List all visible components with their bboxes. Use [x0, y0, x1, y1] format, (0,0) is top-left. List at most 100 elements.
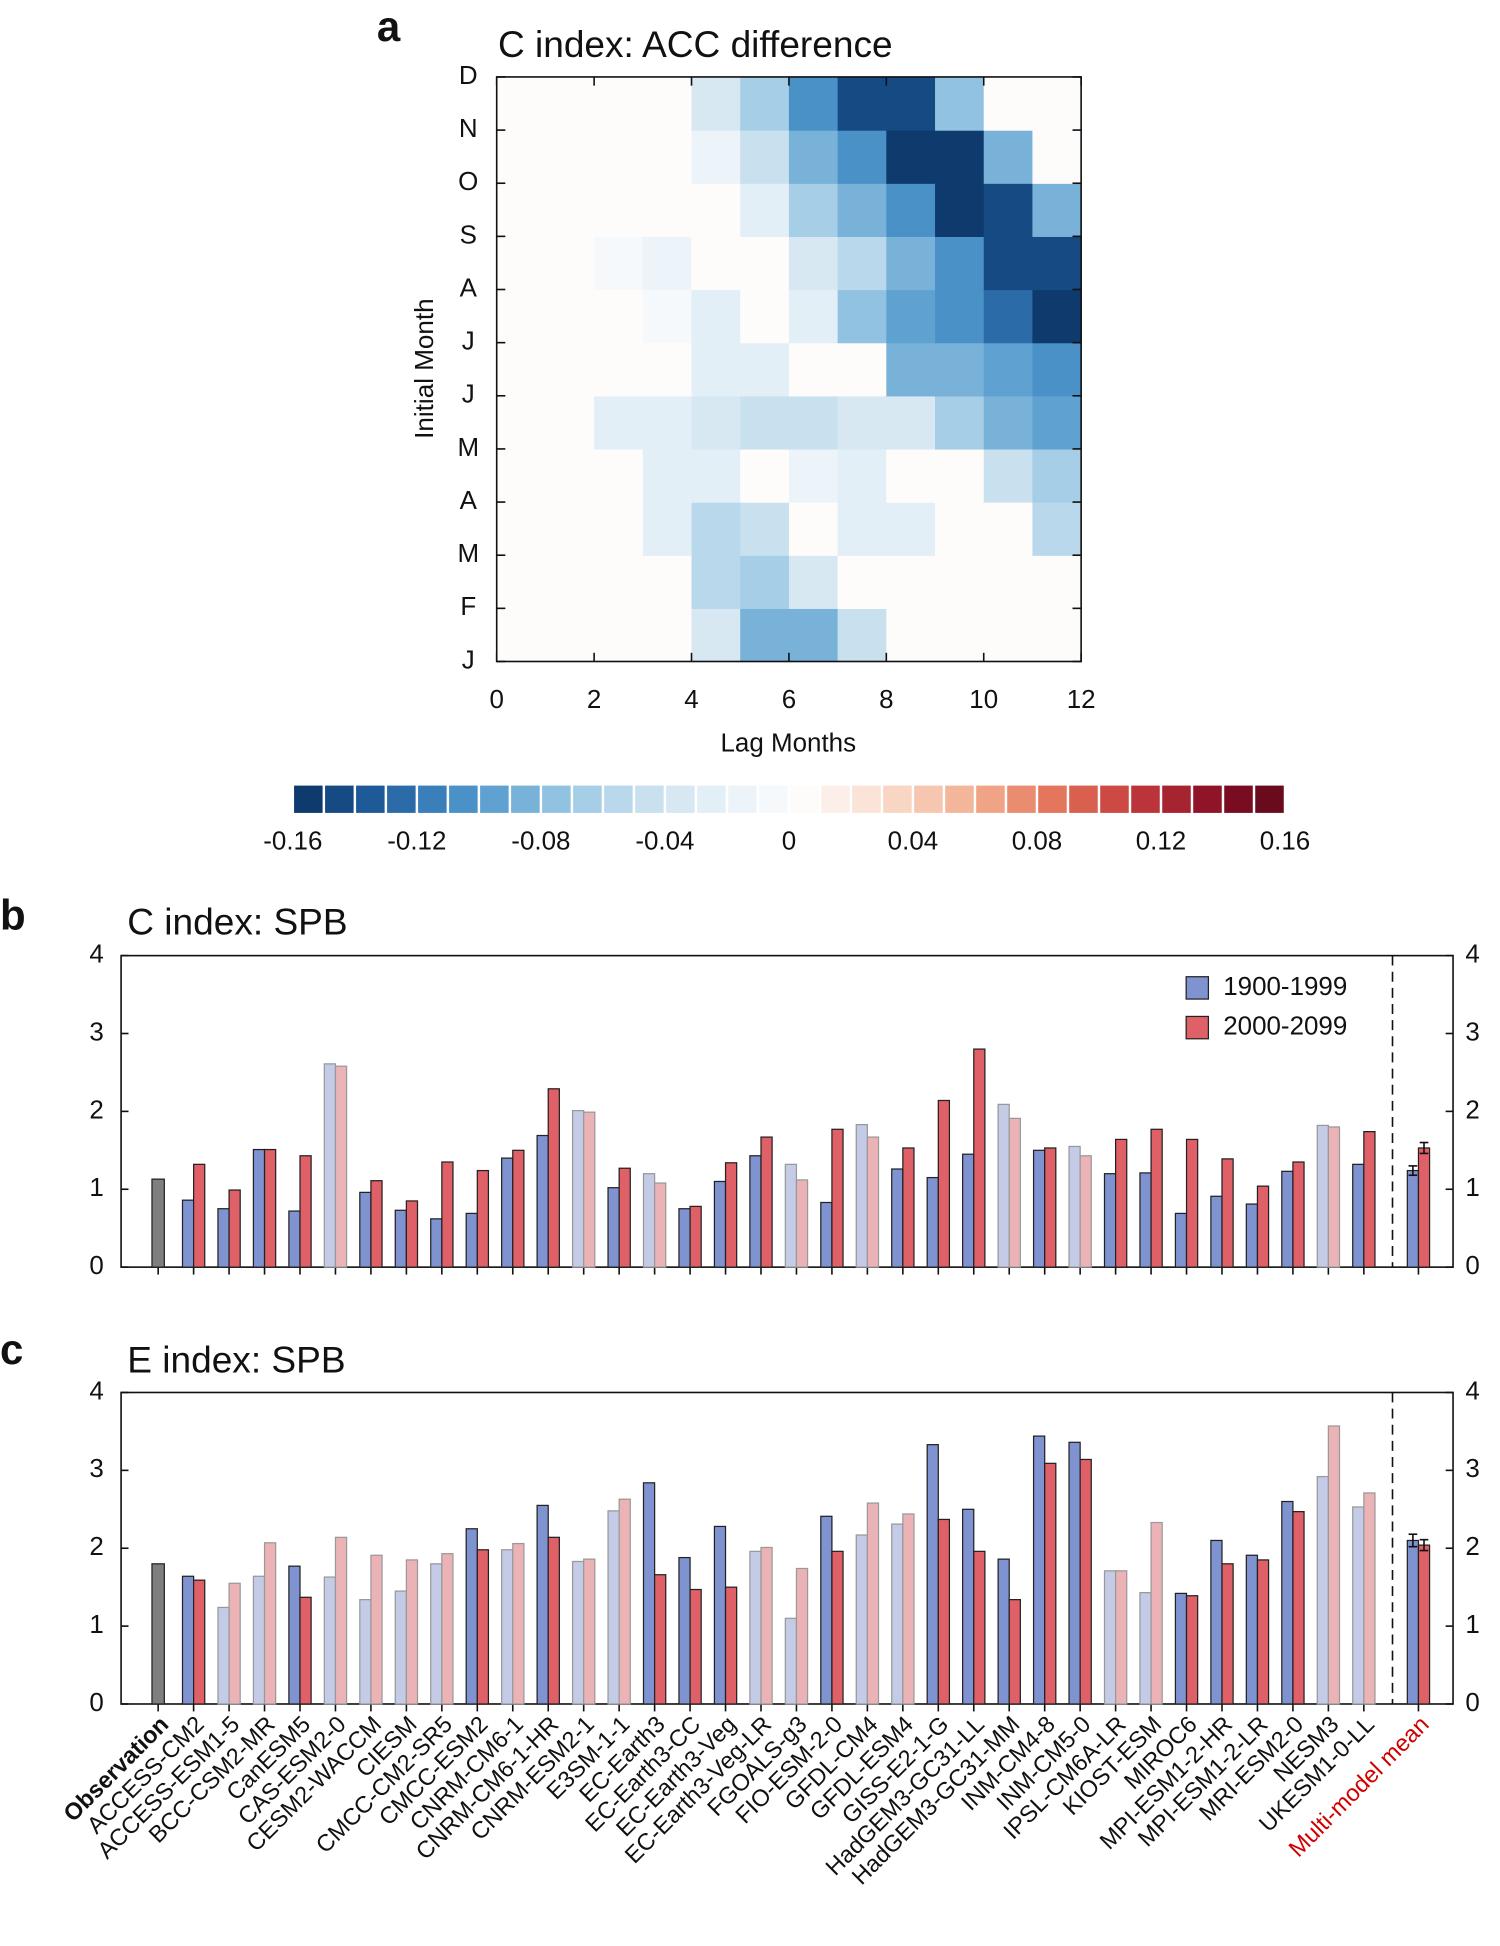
y-tick-label: 1	[89, 1609, 103, 1639]
heatmap-cell	[983, 183, 1034, 237]
heatmap-cell	[496, 608, 547, 663]
colorbar-cell	[1038, 785, 1067, 813]
bar	[891, 1168, 904, 1268]
bar	[1406, 1539, 1420, 1705]
y-tick-label: A	[460, 272, 478, 302]
x-tick-label: 12	[1067, 684, 1096, 714]
heatmap-cell	[545, 608, 595, 663]
bar	[891, 1523, 904, 1705]
bar	[713, 1180, 727, 1268]
bar	[547, 1088, 560, 1268]
colorbar-tick-label: 0	[782, 826, 796, 856]
bar	[1079, 1458, 1092, 1705]
bar	[288, 1210, 301, 1268]
heatmap-cell	[935, 183, 985, 237]
bar	[430, 1563, 443, 1705]
y-tick-label: 3	[89, 1016, 103, 1046]
heatmap-cell	[594, 236, 644, 291]
colorbar-cell	[480, 785, 509, 813]
heatmap-cell	[1032, 130, 1082, 184]
bar	[359, 1191, 372, 1268]
colorbar-cell	[790, 785, 819, 813]
bar	[866, 1502, 880, 1705]
bar	[571, 1109, 585, 1268]
heatmap-cell	[788, 395, 839, 450]
heatmap-cell	[886, 130, 936, 184]
bar	[547, 1536, 560, 1705]
bar	[441, 1161, 454, 1268]
heatmap-cell	[935, 289, 985, 344]
heatmap-cell	[837, 289, 887, 344]
bar	[1210, 1195, 1223, 1268]
colorbar-cell	[604, 785, 633, 813]
heatmap-cell	[642, 289, 693, 344]
heatmap-cell	[740, 502, 790, 556]
bar	[181, 1575, 195, 1705]
bar	[288, 1565, 301, 1705]
heatmap-cell	[691, 130, 741, 184]
heatmap-cell	[788, 289, 839, 344]
bar	[501, 1549, 514, 1705]
bar	[618, 1498, 631, 1705]
bar	[370, 1180, 383, 1268]
bar	[1185, 1595, 1199, 1705]
x-tick-label: 0	[489, 684, 503, 714]
bar	[1327, 1425, 1341, 1705]
heatmap-cell	[594, 342, 644, 397]
bar	[1068, 1441, 1081, 1705]
bar	[749, 1155, 762, 1268]
heatmap-cell	[642, 236, 693, 291]
bar	[749, 1550, 762, 1705]
bar	[1281, 1170, 1294, 1268]
bar	[1363, 1131, 1376, 1268]
heatmap-cell	[935, 502, 985, 556]
x-tick-label: 6	[782, 684, 796, 714]
heatmap-cell	[1032, 289, 1082, 344]
heatmap-cell	[983, 289, 1034, 344]
heatmap-cell	[642, 448, 693, 503]
heatmap-cell	[886, 289, 936, 344]
colorbar-tick-label: -0.04	[635, 826, 694, 856]
heatmap-cell	[691, 395, 741, 450]
bar	[536, 1504, 549, 1705]
heatmap-cell	[788, 608, 839, 663]
colorbar-cell	[1162, 785, 1191, 813]
heatmap-cell	[691, 342, 741, 397]
legend-label: 2000-2099	[1223, 1010, 1347, 1040]
heatmap-cell	[983, 448, 1034, 503]
bar	[855, 1534, 868, 1705]
y-tick-label: 0	[89, 1687, 103, 1717]
bar	[713, 1525, 727, 1705]
bar	[1008, 1599, 1021, 1705]
colorbar-cell	[294, 785, 323, 813]
heatmap-cell	[983, 342, 1034, 397]
bar	[1363, 1492, 1376, 1705]
bar	[1417, 1544, 1431, 1705]
bar	[1139, 1172, 1152, 1268]
heatmap-cell	[935, 395, 985, 450]
heatmap-cell	[1032, 342, 1082, 397]
heatmap-cell	[983, 130, 1034, 184]
chart-title: C index: SPB	[127, 900, 347, 942]
bar	[820, 1201, 833, 1268]
heatmap-cell	[642, 342, 693, 397]
bar	[1008, 1117, 1021, 1268]
heatmap-cell	[740, 342, 790, 397]
heatmap-cell	[886, 502, 936, 556]
legend-label: 1900-1999	[1223, 971, 1347, 1001]
heatmap-cell	[886, 608, 936, 663]
bar	[323, 1576, 337, 1705]
colorbar-cell	[852, 785, 881, 813]
heatmap-cell	[691, 555, 741, 609]
heatmap-cell	[642, 555, 693, 609]
bar	[1245, 1203, 1259, 1268]
bar	[583, 1558, 596, 1705]
heatmap-cell	[837, 608, 887, 663]
x-tick-label: 2	[587, 684, 601, 714]
bar	[192, 1579, 206, 1705]
bar	[252, 1575, 266, 1705]
bar	[724, 1586, 738, 1705]
heatmap-cell	[837, 395, 887, 450]
bar	[866, 1136, 880, 1268]
